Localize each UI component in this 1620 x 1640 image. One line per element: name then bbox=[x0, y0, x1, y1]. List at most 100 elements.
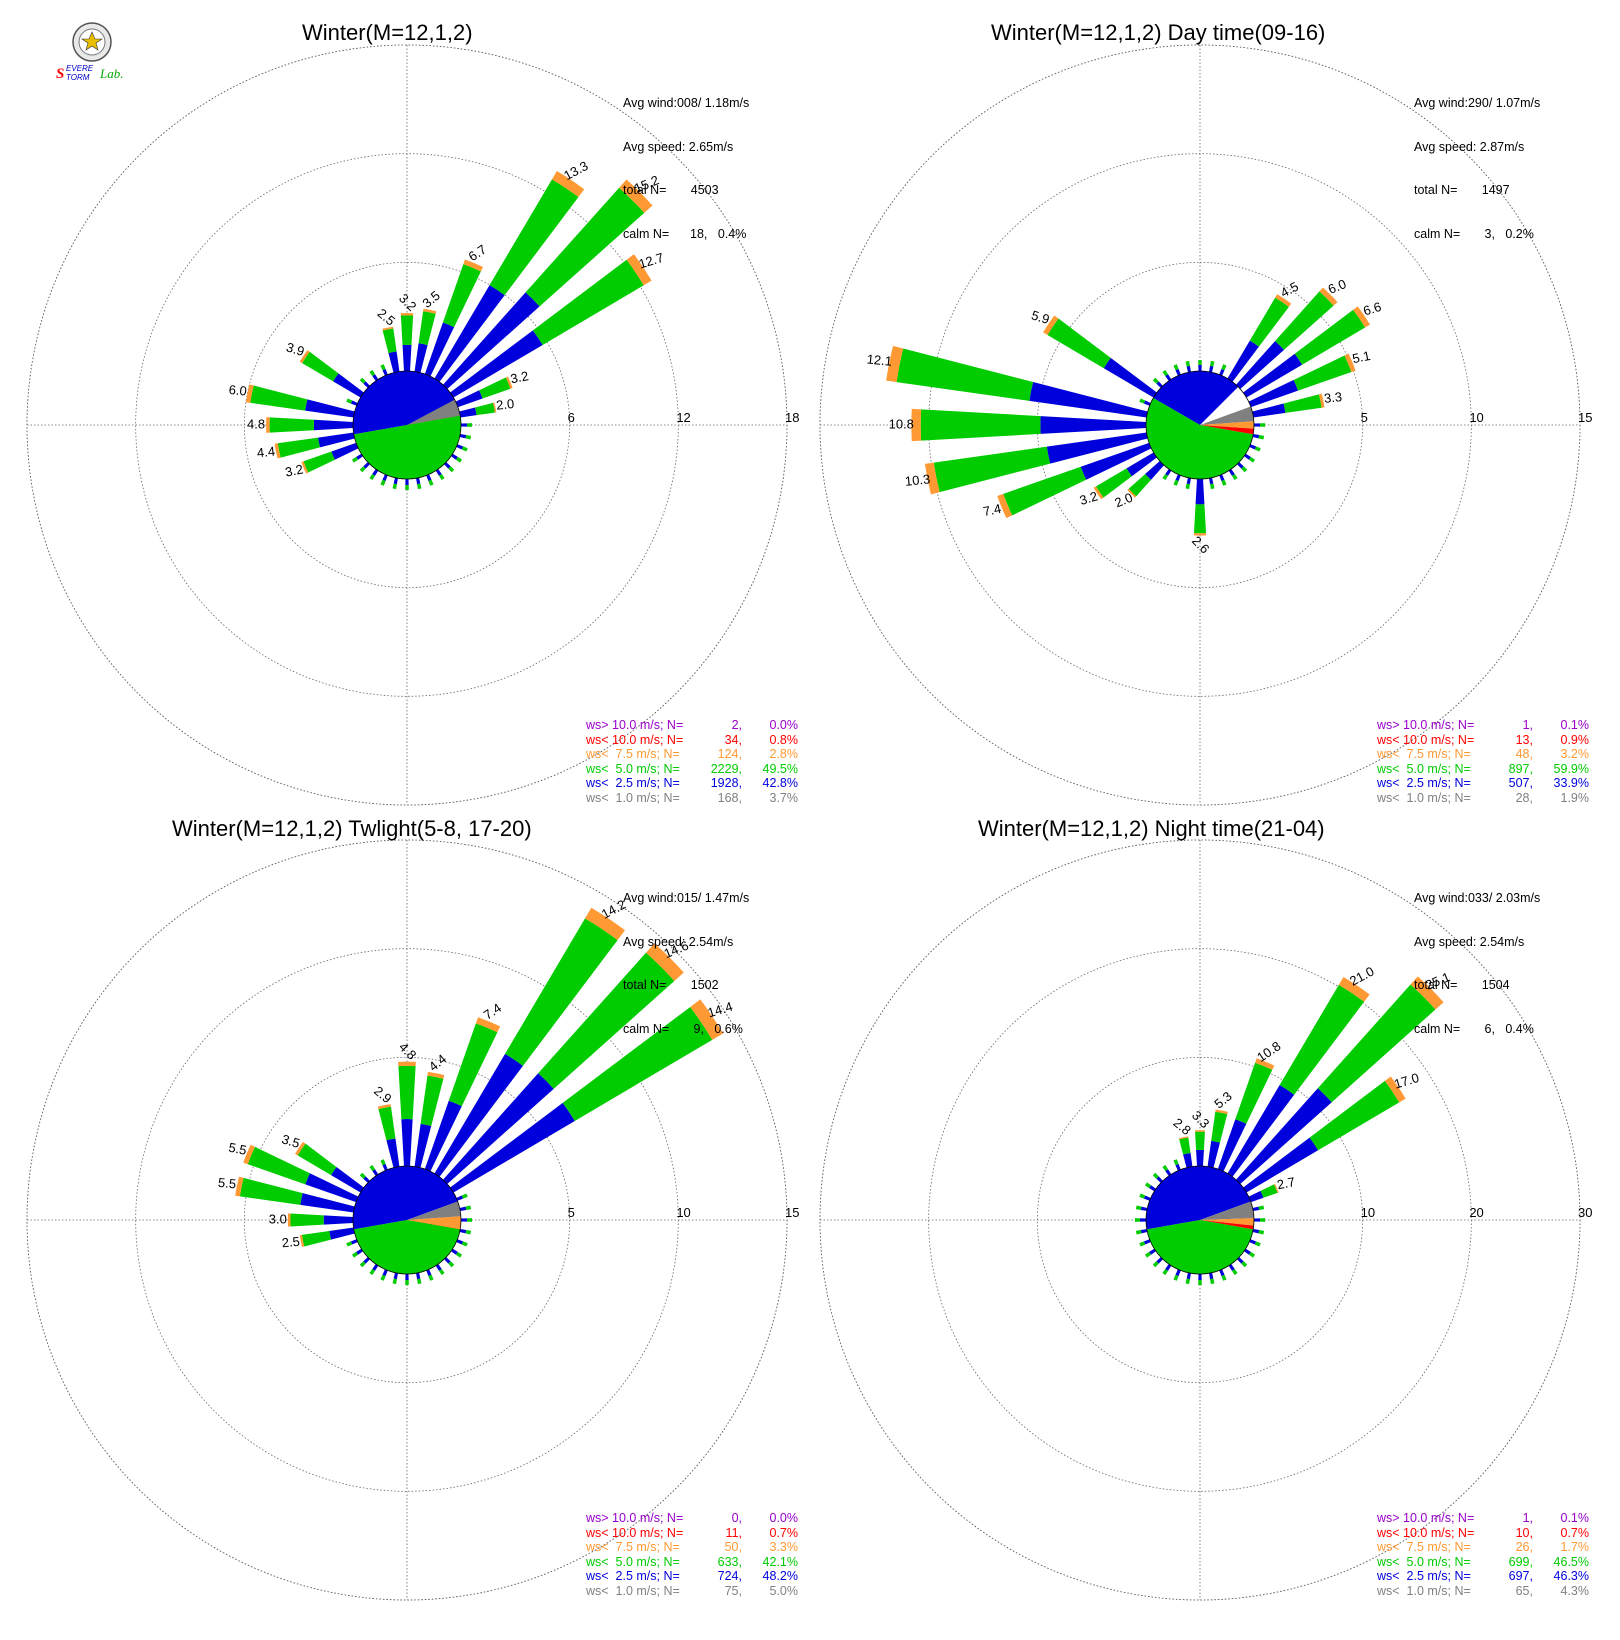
legend-label: ws< 10.0 m/s; N= bbox=[586, 1525, 684, 1540]
minor-bar-green bbox=[369, 1164, 376, 1172]
legend-count: 13, bbox=[1515, 732, 1533, 747]
minor-bar-blue bbox=[350, 1239, 358, 1245]
center-wedge-green bbox=[1145, 398, 1254, 480]
legend-entry: ws< 7.5 m/s; N= 26, 1.7% bbox=[1377, 1540, 1589, 1555]
bar-segment-orange bbox=[398, 1061, 416, 1067]
minor-bar-blue bbox=[1175, 1163, 1181, 1171]
bar-segment-blue bbox=[1040, 416, 1147, 434]
panel-2-info: Avg wind:290/ 1.07m/s Avg speed: 2.87m/s… bbox=[1414, 67, 1540, 256]
minor-bar-green bbox=[465, 1230, 472, 1235]
minor-bar-green bbox=[1198, 359, 1202, 366]
legend-entry: ws< 5.0 m/s; N= 897, 59.9% bbox=[1377, 762, 1589, 777]
bar-value-label: 4.8 bbox=[396, 1039, 419, 1062]
bar-segment-green bbox=[920, 409, 1041, 441]
minor-bar-blue bbox=[416, 1272, 421, 1280]
bar-segment-blue bbox=[1248, 1190, 1264, 1203]
minor-bar-green bbox=[369, 1268, 376, 1276]
bar-segment-blue bbox=[434, 1053, 523, 1177]
minor-bar-blue bbox=[1156, 1257, 1163, 1264]
minor-bar-blue bbox=[1156, 381, 1163, 388]
bar-segment-orange bbox=[266, 417, 270, 433]
panel-1-legend: ws> 10.0 m/s; N= 2, 0.0% ws< 10.0 m/s; N= 34… bbox=[586, 718, 798, 805]
bar-value-label: 2.0 bbox=[1112, 490, 1134, 511]
minor-bar-green bbox=[351, 1251, 359, 1258]
bar-segment-orange bbox=[551, 171, 585, 198]
bar-segment-green bbox=[290, 1213, 324, 1227]
minor-bar-green bbox=[461, 446, 468, 452]
minor-bar-blue bbox=[1244, 453, 1251, 460]
legend-entry: ws< 10.0 m/s; N= 13, 0.9% bbox=[1377, 733, 1589, 748]
legend-percent: 3.7% bbox=[769, 790, 799, 805]
minor-bar-blue bbox=[1156, 1176, 1163, 1183]
svg-text:TORM: TORM bbox=[66, 73, 90, 82]
bar-segment-green bbox=[378, 1106, 396, 1141]
legend-entry: ws< 10.0 m/s; N= 11, 0.7% bbox=[586, 1526, 798, 1541]
legend-entry: ws< 10.0 m/s; N= 34, 0.8% bbox=[586, 733, 798, 748]
bar-segment-green bbox=[1003, 466, 1087, 516]
minor-bar-green bbox=[1210, 1278, 1215, 1285]
bar-segment-orange bbox=[1275, 294, 1292, 307]
bar-value-label: 21.0 bbox=[1347, 964, 1376, 989]
bar-value-label: 3.2 bbox=[509, 368, 530, 386]
legend-label: ws< 7.5 m/s; N= bbox=[586, 1540, 680, 1554]
legend-label: ws> 10.0 m/s; N= bbox=[1377, 1511, 1475, 1525]
legend-entry: ws< 2.5 m/s; N= 1928, 42.8% bbox=[586, 776, 798, 791]
minor-bar-green bbox=[1139, 1193, 1146, 1199]
minor-bar-blue bbox=[1198, 1273, 1202, 1280]
bar-segment-green bbox=[1275, 291, 1334, 350]
minor-bar-blue bbox=[459, 1229, 467, 1234]
minor-bar-green bbox=[392, 1278, 397, 1285]
center-wedge-green bbox=[353, 1220, 461, 1274]
minor-bar-green bbox=[417, 1278, 422, 1285]
legend-count: 50, bbox=[724, 1540, 742, 1554]
bar-segment-orange bbox=[911, 408, 922, 442]
bar-segment-orange bbox=[382, 326, 394, 331]
bar-value-label: 3.5 bbox=[419, 288, 442, 311]
minor-bar-green bbox=[369, 473, 376, 481]
avg-wind-text: Avg wind:008/ 1.18m/s bbox=[623, 96, 750, 110]
minor-bar-green bbox=[346, 1241, 353, 1247]
avg-wind-text: Avg wind:015/ 1.47m/s bbox=[623, 891, 750, 905]
bar-segment-blue bbox=[305, 1173, 359, 1203]
center-wedge-green bbox=[353, 415, 461, 480]
bar-segment-green bbox=[1235, 1062, 1273, 1124]
bar-value-label: 12.7 bbox=[637, 250, 666, 272]
center-wedge-blue bbox=[353, 1166, 458, 1230]
windrose-panel-3: 5 10 154.8 4.47.414.214.614.42.93.55.55.53.… bbox=[26, 839, 799, 1601]
bar-segment-blue bbox=[388, 351, 400, 373]
minor-bar-blue bbox=[382, 1269, 388, 1277]
ring-tick-label: 10 bbox=[676, 1205, 690, 1220]
bar-segment-orange bbox=[1338, 976, 1370, 1002]
legend-percent: 0.8% bbox=[769, 732, 799, 747]
bar-value-label: 10.8 bbox=[889, 416, 914, 431]
minor-bar-green bbox=[1162, 369, 1169, 377]
bar-segment-blue bbox=[1235, 1088, 1332, 1185]
minor-bar-green bbox=[438, 473, 445, 481]
minor-bar-green bbox=[1152, 1172, 1159, 1179]
legend-label: ws< 2.5 m/s; N= bbox=[1377, 1569, 1471, 1583]
minor-bar-green bbox=[1162, 473, 1169, 481]
bar-segment-blue bbox=[300, 1193, 355, 1213]
center-circle bbox=[1145, 370, 1255, 480]
bar-value-label: 17.0 bbox=[1392, 1070, 1421, 1092]
center-wedge-red bbox=[1200, 1220, 1254, 1230]
center-wedge-blue bbox=[1146, 1166, 1251, 1230]
bar-segment-blue bbox=[1029, 381, 1148, 418]
bar-segment-blue bbox=[323, 1215, 354, 1225]
bar-value-label: 3.9 bbox=[285, 339, 307, 359]
bar-segment-blue bbox=[313, 419, 354, 431]
bar-segment-blue bbox=[402, 344, 412, 372]
minor-bar-blue bbox=[456, 1195, 464, 1201]
bar-segment-green bbox=[239, 1177, 303, 1205]
bar-value-label: 2.5 bbox=[375, 305, 398, 328]
minor-bar-green bbox=[1221, 1274, 1227, 1281]
minor-bar-blue bbox=[372, 1264, 379, 1271]
bar-segment-green bbox=[505, 918, 618, 1066]
minor-bar-green bbox=[1254, 1241, 1261, 1247]
windrose-panel-1: 6 12 183.2 3.56.713.315.212.73.22.02.53.96.… bbox=[26, 44, 799, 806]
legend-label: ws< 2.5 m/s; N= bbox=[586, 776, 680, 790]
panel-3-legend: ws> 10.0 m/s; N= 0, 0.0% ws< 10.0 m/s; N= 11… bbox=[586, 1511, 798, 1598]
minor-bar-green bbox=[1162, 1268, 1169, 1276]
bar-value-label: 6.0 bbox=[1326, 276, 1348, 297]
